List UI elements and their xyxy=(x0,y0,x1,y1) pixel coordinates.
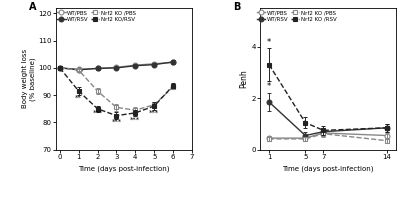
Nrf2 KO /PBS xyxy=(57,67,62,69)
Legend: WT/PBS, WT/RSV, Nrf2 KO /PBS, Nrf2 KO/RSV: WT/PBS, WT/RSV, Nrf2 KO /PBS, Nrf2 KO/RS… xyxy=(56,9,137,23)
WT/PBS xyxy=(95,67,100,70)
Nrf2 KO/RSV xyxy=(171,85,176,87)
Nrf2 KO/RSV xyxy=(95,108,100,110)
WT/PBS xyxy=(303,137,308,139)
Text: ***: *** xyxy=(130,116,140,123)
Line: WT/PBS: WT/PBS xyxy=(267,131,389,140)
WT/RSV xyxy=(171,61,176,63)
Nrf2 KO /PBS xyxy=(321,133,326,135)
WT/PBS xyxy=(57,67,62,69)
Nrf2 KO /RSV xyxy=(303,122,308,124)
Text: ***: *** xyxy=(111,119,122,125)
WT/RSV xyxy=(303,134,308,137)
WT/RSV xyxy=(95,67,100,70)
Text: *: * xyxy=(267,82,271,91)
Nrf2 KO/RSV xyxy=(76,90,81,92)
X-axis label: Time (days post-infection): Time (days post-infection) xyxy=(78,165,170,172)
Line: Nrf2 KO/RSV: Nrf2 KO/RSV xyxy=(57,65,176,118)
WT/RSV xyxy=(76,69,81,71)
Line: Nrf2 KO /PBS: Nrf2 KO /PBS xyxy=(267,131,389,143)
Nrf2 KO /PBS xyxy=(114,106,119,109)
Nrf2 KO/RSV xyxy=(152,105,157,107)
Nrf2 KO /RSV xyxy=(321,129,326,132)
Nrf2 KO /PBS xyxy=(152,104,157,106)
WT/PBS xyxy=(133,64,138,66)
WT/RSV xyxy=(114,67,119,69)
WT/RSV xyxy=(133,65,138,67)
Y-axis label: Penh: Penh xyxy=(240,69,248,88)
WT/RSV xyxy=(267,101,272,103)
Line: WT/RSV: WT/RSV xyxy=(267,99,389,138)
Nrf2 KO/RSV xyxy=(57,67,62,69)
Text: *: * xyxy=(267,38,271,46)
Text: ***: *** xyxy=(92,110,103,116)
WT/PBS xyxy=(171,61,176,64)
WT/RSV xyxy=(152,63,157,66)
WT/PBS xyxy=(267,137,272,139)
Nrf2 KO/RSV xyxy=(133,112,138,114)
Text: **: ** xyxy=(75,95,82,101)
Nrf2 KO /PBS xyxy=(76,69,81,71)
Text: B: B xyxy=(233,2,240,12)
Nrf2 KO /PBS xyxy=(171,86,176,88)
WT/RSV xyxy=(57,67,62,69)
WT/PBS xyxy=(152,63,157,65)
Nrf2 KO /RSV xyxy=(384,127,389,129)
Nrf2 KO /PBS xyxy=(384,139,389,142)
WT/PBS xyxy=(384,134,389,137)
Line: WT/PBS: WT/PBS xyxy=(57,60,176,72)
Y-axis label: Body weight loss
(% baseline): Body weight loss (% baseline) xyxy=(22,49,36,108)
Nrf2 KO /PBS xyxy=(303,138,308,140)
Line: Nrf2 KO /PBS: Nrf2 KO /PBS xyxy=(57,65,176,113)
Text: A: A xyxy=(29,2,36,12)
Text: ***: *** xyxy=(149,110,159,116)
X-axis label: Time (days post-infection): Time (days post-infection) xyxy=(282,165,374,172)
Nrf2 KO /RSV xyxy=(267,63,272,66)
WT/PBS xyxy=(321,132,326,134)
Line: Nrf2 KO /RSV: Nrf2 KO /RSV xyxy=(267,62,389,133)
WT/RSV xyxy=(321,130,326,133)
Legend: WT/PBS, WT/RSV, Nrf2 KO /PBS, Nrf2 KO /RSV: WT/PBS, WT/RSV, Nrf2 KO /PBS, Nrf2 KO /R… xyxy=(256,9,338,23)
Nrf2 KO/RSV xyxy=(114,114,119,117)
WT/PBS xyxy=(76,68,81,71)
Line: WT/RSV: WT/RSV xyxy=(57,59,176,72)
WT/RSV xyxy=(384,127,389,129)
Nrf2 KO /PBS xyxy=(95,90,100,92)
WT/PBS xyxy=(114,66,119,69)
Nrf2 KO /PBS xyxy=(267,138,272,140)
Nrf2 KO /PBS xyxy=(133,109,138,111)
